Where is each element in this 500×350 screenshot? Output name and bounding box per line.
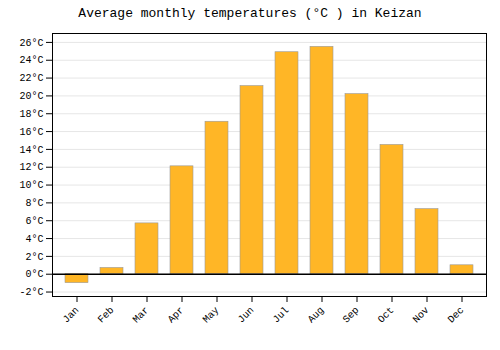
svg-text:4°C: 4°C	[25, 234, 43, 245]
svg-text:16°C: 16°C	[19, 127, 43, 138]
svg-text:12°C: 12°C	[19, 162, 43, 173]
svg-text:8°C: 8°C	[25, 198, 43, 209]
svg-text:Jan: Jan	[61, 305, 82, 326]
html-text:Average monthly temperatures (: Average monthly temperatures (°C ) in Ke…	[78, 6, 422, 21]
svg-text:Jun: Jun	[236, 305, 257, 326]
svg-text:Dec: Dec	[446, 305, 467, 326]
svg-text:10°C: 10°C	[19, 180, 43, 191]
svg-text:24°C: 24°C	[19, 55, 43, 66]
svg-text:Sep: Sep	[341, 305, 362, 326]
svg-text:26°C: 26°C	[19, 38, 43, 49]
svg-text:6°C: 6°C	[25, 216, 43, 227]
svg-text:Feb: Feb	[96, 305, 117, 326]
svg-text:-2°C: -2°C	[19, 287, 43, 298]
svg-text:2°C: 2°C	[25, 252, 43, 263]
svg-text:May: May	[201, 305, 222, 326]
svg-text:0°C: 0°C	[25, 269, 43, 280]
svg-text:18°C: 18°C	[19, 109, 43, 120]
svg-text:22°C: 22°C	[19, 73, 43, 84]
svg-text:Aug: Aug	[306, 305, 327, 326]
svg-text:20°C: 20°C	[19, 91, 43, 102]
svg-text:Nov: Nov	[411, 305, 432, 326]
svg-text:Oct: Oct	[376, 305, 397, 326]
svg-text:Jul: Jul	[271, 305, 292, 326]
svg-text:14°C: 14°C	[19, 145, 43, 156]
svg-text:Mar: Mar	[131, 305, 152, 326]
svg-text:Apr: Apr	[166, 305, 187, 326]
